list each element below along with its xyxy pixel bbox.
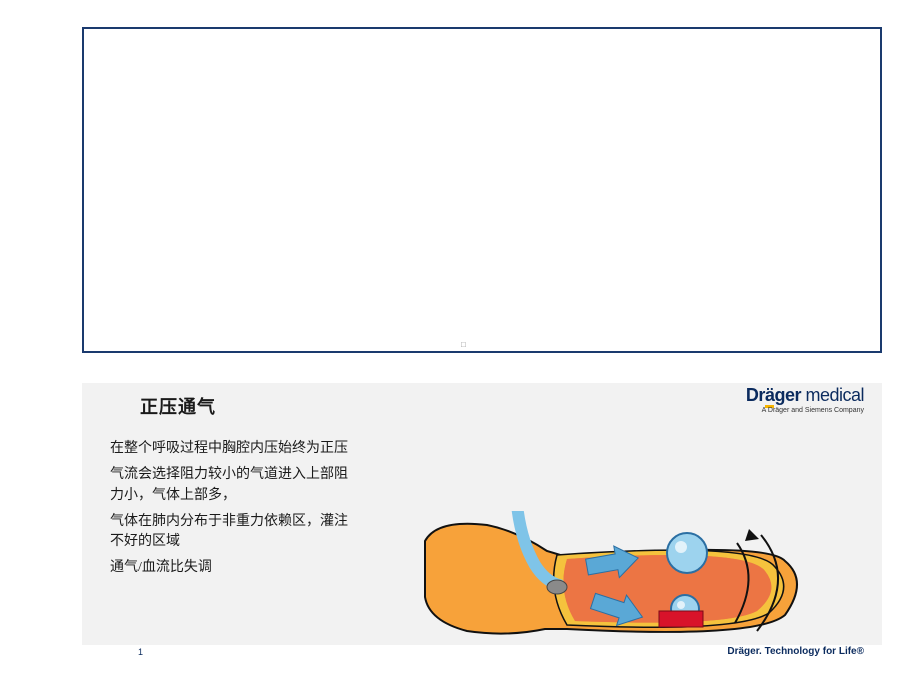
blank-marker: □: [461, 340, 466, 349]
brand-subline: A Dräger and Siemens Company: [746, 407, 864, 414]
slide-container: 正压通气 Dräger medical A Dräger and Siemens…: [82, 365, 882, 661]
body-text: 在整个呼吸过程中胸腔内压始终为正压 气流会选择阻力较小的气道进入上部阻 力小，气…: [110, 439, 470, 585]
cuff-icon: [547, 580, 567, 594]
brand-light: medical: [801, 385, 864, 405]
paragraph-4: 通气/血流比失调: [110, 558, 470, 578]
spine-arrow-icon: [745, 529, 759, 541]
paragraph-2: 气流会选择阻力较小的气道进入上部阻 力小，气体上部多，: [110, 465, 470, 506]
page-number: 1: [138, 647, 143, 657]
dependent-region-block-icon: [659, 611, 703, 627]
blank-panel: [82, 27, 882, 353]
bubble-highlight-icon: [675, 541, 687, 553]
brand-logo: Dräger medical A Dräger and Siemens Comp…: [746, 385, 864, 414]
bubble-highlight-2-icon: [677, 601, 685, 609]
alveolus-bubble-upper-icon: [667, 533, 707, 573]
slide-body: 正压通气 Dräger medical A Dräger and Siemens…: [82, 383, 882, 645]
paragraph-2a: 气流会选择阻力较小的气道进入上部阻: [110, 467, 348, 482]
brand-main: Dräger medical: [746, 385, 864, 406]
lung-diagram: [417, 511, 817, 643]
brand-suffix: ger: [774, 385, 801, 405]
paragraph-3: 气体在肺内分布于非重力依赖区，灌注 不好的区域: [110, 512, 470, 553]
paragraph-1: 在整个呼吸过程中胸腔内压始终为正压: [110, 439, 470, 459]
footer-tagline: Dräger. Technology for Life®: [727, 646, 864, 657]
slide-title: 正压通气: [140, 393, 216, 419]
brand-prefix: Dr: [746, 385, 765, 405]
slide-footer: 1 Dräger. Technology for Life®: [82, 641, 882, 661]
paragraph-3a: 气体在肺内分布于非重力依赖区，灌注: [110, 514, 348, 529]
paragraph-2b: 力小，气体上部多，: [110, 488, 236, 503]
paragraph-3b: 不好的区域: [110, 534, 180, 549]
